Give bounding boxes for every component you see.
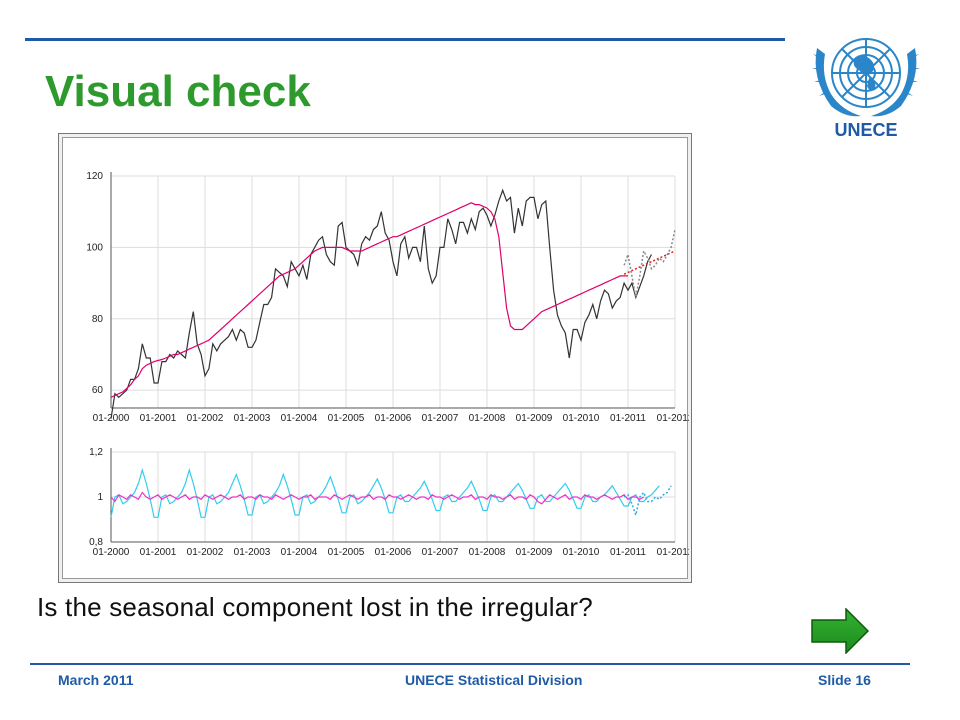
y-tick-label: 60 bbox=[92, 385, 104, 396]
x-tick-label: 01-2008 bbox=[469, 413, 506, 424]
series-line-trend bbox=[110, 202, 628, 398]
chart-panel: 60 80 100 120 01-2000 01-2001 01-2002 01-2003 01… bbox=[58, 133, 692, 583]
y-tick-label: 1,2 bbox=[89, 447, 103, 458]
y-tick-label: 80 bbox=[92, 314, 104, 325]
x-tick-label: 01-2012 bbox=[657, 547, 689, 558]
x-tick-label: 01-2011 bbox=[610, 413, 646, 424]
x-tick-label: 01-2010 bbox=[563, 547, 600, 558]
x-tick-label: 01-2011 bbox=[610, 547, 646, 558]
x-tick-label: 01-2001 bbox=[140, 413, 177, 424]
x-tick-label: 01-2003 bbox=[234, 547, 271, 558]
x-tick-label: 01-2005 bbox=[328, 547, 365, 558]
x-tick-label: 01-2000 bbox=[93, 547, 130, 558]
x-tick-label: 01-2007 bbox=[422, 547, 459, 558]
x-tick-label: 01-2006 bbox=[375, 413, 412, 424]
series-line-seasonal_forecast bbox=[623, 485, 672, 518]
right-arrow-icon bbox=[811, 607, 870, 655]
x-tick-label: 01-2001 bbox=[140, 547, 177, 558]
x-tick-label: 01-2008 bbox=[469, 547, 506, 558]
x-tick-label: 01-2003 bbox=[234, 413, 271, 424]
y-tick-label: 1 bbox=[97, 492, 103, 503]
series-line-trend_forecast bbox=[623, 250, 676, 275]
logo-text: UNECE bbox=[834, 120, 898, 140]
x-tick-label: 01-2009 bbox=[516, 547, 553, 558]
y-tick-label: 120 bbox=[86, 171, 103, 182]
x-tick-label: 01-2004 bbox=[281, 547, 318, 558]
series-line-raw bbox=[110, 188, 653, 419]
x-tick-label: 01-2002 bbox=[187, 547, 224, 558]
un-emblem-icon bbox=[812, 38, 920, 117]
series-line-seasonal bbox=[110, 467, 660, 518]
footer-slide-number: Slide 16 bbox=[818, 672, 871, 688]
header-rule bbox=[25, 38, 785, 41]
unece-logo: UNECE bbox=[805, 18, 927, 148]
footer-date: March 2011 bbox=[58, 672, 134, 688]
x-tick-label: 01-2002 bbox=[187, 413, 224, 424]
x-tick-label: 01-2004 bbox=[281, 413, 318, 424]
chart-canvas: 60 80 100 120 01-2000 01-2001 01-2002 01-2003 01… bbox=[62, 137, 689, 579]
x-tick-label: 01-2005 bbox=[328, 413, 365, 424]
x-tick-label: 01-2010 bbox=[563, 413, 600, 424]
series-line-raw_forecast bbox=[623, 229, 676, 298]
x-tick-label: 01-2007 bbox=[422, 413, 459, 424]
slide-title: Visual check bbox=[45, 67, 311, 116]
x-tick-label: 01-2009 bbox=[516, 413, 553, 424]
footer-organization: UNECE Statistical Division bbox=[405, 672, 583, 688]
footer-rule bbox=[30, 663, 910, 665]
x-tick-label: 01-2006 bbox=[375, 547, 412, 558]
y-tick-label: 0,8 bbox=[89, 537, 103, 548]
question-text: Is the seasonal component lost in the ir… bbox=[37, 592, 593, 622]
next-slide-button[interactable] bbox=[810, 607, 870, 655]
x-tick-label: 01-2012 bbox=[657, 413, 689, 424]
y-tick-label: 100 bbox=[86, 242, 103, 253]
series-line-irregular bbox=[110, 491, 645, 505]
charts-svg: 60 80 100 120 01-2000 01-2001 01-2002 01-2003 01… bbox=[86, 171, 689, 558]
